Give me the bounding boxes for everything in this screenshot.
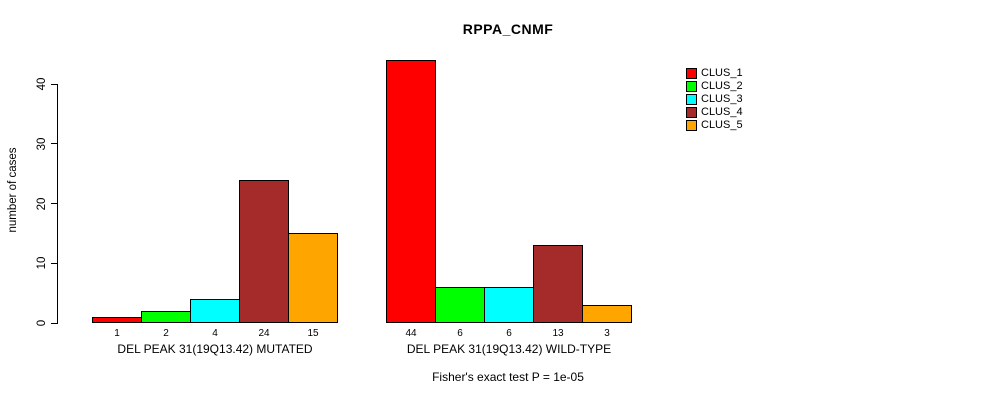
bar <box>288 233 338 323</box>
bar <box>141 311 191 323</box>
legend-label: CLUS_2 <box>701 80 743 92</box>
y-tick-label: 20 <box>36 197 48 210</box>
y-axis-tick <box>51 143 58 145</box>
y-axis-tick <box>51 83 58 85</box>
bar-value-label: 6 <box>506 328 512 339</box>
bar-value-label: 3 <box>604 328 610 339</box>
group-axis-label: DEL PEAK 31(19Q13.42) WILD-TYPE <box>406 342 612 356</box>
bar-value-label: 1 <box>114 328 120 339</box>
y-axis-tick <box>51 322 58 324</box>
legend-swatch <box>686 94 697 105</box>
legend-swatch <box>686 81 697 92</box>
bar-value-label: 44 <box>405 328 417 339</box>
bar-value-label: 4 <box>212 328 218 339</box>
footnote-text: Fisher's exact test P = 1e-05 <box>432 370 584 384</box>
legend-label: CLUS_1 <box>701 67 743 79</box>
bar <box>533 245 583 323</box>
group-axis-label: DEL PEAK 31(19Q13.42) MUTATED <box>117 342 313 356</box>
y-tick-label: 0 <box>36 319 48 327</box>
y-tick-label: 30 <box>36 137 48 151</box>
bar <box>239 180 289 323</box>
legend-label: CLUS_3 <box>701 93 743 105</box>
bar <box>435 287 485 323</box>
bar <box>92 317 142 323</box>
bar <box>386 60 436 323</box>
bar <box>190 299 240 323</box>
legend-swatch <box>686 107 697 118</box>
y-axis-tick <box>51 262 58 264</box>
bar-value-label: 6 <box>457 328 463 339</box>
bar <box>582 305 632 323</box>
bar-value-label: 13 <box>552 328 564 339</box>
legend-swatch <box>686 120 697 131</box>
y-axis-label: number of cases <box>7 147 19 233</box>
bar-value-label: 24 <box>258 328 270 339</box>
legend-swatch <box>686 68 697 79</box>
y-tick-label: 10 <box>36 256 48 270</box>
legend-label: CLUS_4 <box>701 106 743 118</box>
legend-label: CLUS_5 <box>701 119 743 131</box>
y-tick-label: 40 <box>36 77 48 91</box>
bar-value-label: 2 <box>163 328 169 339</box>
bar-value-label: 15 <box>307 328 319 339</box>
y-axis-tick <box>51 203 58 204</box>
chart-title: RPPA_CNMF <box>462 21 554 37</box>
bar <box>484 287 534 323</box>
y-axis-line <box>57 84 58 324</box>
